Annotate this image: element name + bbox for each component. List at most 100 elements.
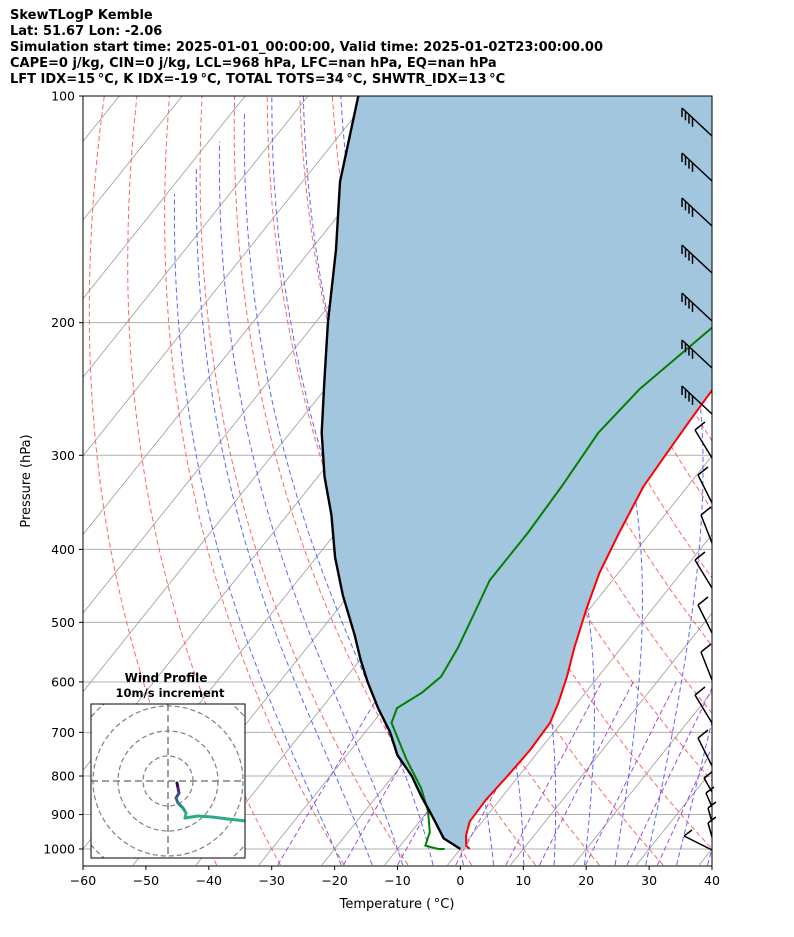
mixing-ratio-line — [626, 687, 712, 866]
indices-label-2: LFT IDX=15 °C, K IDX=-19 °C, TOTAL TOTS=… — [10, 72, 506, 87]
isotherm — [573, 691, 712, 866]
wind-barb — [681, 385, 713, 415]
barb-shaft — [700, 651, 713, 681]
barb-feather — [683, 829, 693, 837]
mixing-ratio-line — [277, 681, 388, 866]
barb-shaft — [681, 385, 713, 415]
y-tick-label: 200 — [51, 315, 75, 330]
isotherm — [83, 96, 246, 300]
moist-adiabat — [218, 141, 404, 866]
y-tick-label: 500 — [51, 615, 75, 630]
x-tick-label: 20 — [578, 873, 594, 888]
x-tick-label: 0 — [456, 873, 464, 888]
barb-feather — [703, 771, 713, 779]
barb-feather — [697, 596, 709, 606]
mixing-ratio-line — [343, 681, 450, 866]
wind-barb — [694, 686, 713, 724]
x-tick-label: −40 — [196, 873, 222, 888]
barb-feather — [705, 786, 715, 794]
time-label: Simulation start time: 2025-01-01_00:00:… — [10, 40, 603, 55]
y-tick-label: 400 — [51, 542, 75, 557]
y-tick-label: 300 — [51, 448, 75, 463]
parcel-profile — [320, 96, 462, 851]
wind-barb — [697, 729, 713, 767]
moist-adiabat — [518, 96, 643, 866]
barb-shaft — [707, 822, 713, 838]
wind-barb — [681, 107, 713, 137]
wind-barb — [683, 829, 713, 851]
barb-shaft — [697, 604, 713, 634]
dry-adiabat — [127, 96, 281, 866]
moist-adiabat — [271, 96, 464, 866]
isotherm — [510, 612, 712, 866]
isotherm — [83, 96, 309, 378]
barb-shaft — [700, 514, 713, 544]
moist-adiabat — [340, 96, 525, 866]
wind-barb — [681, 339, 713, 369]
barb-shaft — [697, 737, 713, 767]
barb-shaft — [681, 197, 713, 227]
barb-shaft — [705, 792, 713, 808]
isotherm — [0, 62, 21, 865]
barb-shaft — [683, 835, 713, 851]
wind-barb — [694, 551, 713, 589]
dry-adiabat — [773, 62, 794, 866]
chart-title: SkewTLogP Kemble — [10, 8, 153, 23]
hodograph — [91, 704, 245, 858]
barb-feather — [697, 466, 709, 476]
y-tick-label: 700 — [51, 725, 75, 740]
isotherm — [0, 62, 84, 865]
barb-shaft — [694, 429, 713, 459]
dry-adiabat — [266, 96, 536, 866]
mixing-ratio-line — [585, 681, 677, 866]
y-tick-label: 1000 — [43, 842, 75, 857]
indices-label-1: CAPE=0 j/kg, CIN=0 j/kg, LCL=968 hPa, LF… — [10, 56, 497, 71]
barb-shaft — [681, 107, 713, 137]
barb-feather — [694, 686, 706, 696]
wind-barb — [700, 643, 713, 681]
wind-barb — [681, 244, 713, 274]
chart-header: SkewTLogP Kemble Lat: 51.67 Lon: -2.06 S… — [10, 8, 603, 88]
mixing-ratio-line — [656, 746, 712, 866]
y-tick-label: 600 — [51, 674, 75, 689]
barb-shaft — [694, 559, 713, 589]
dry-adiabat — [742, 62, 794, 866]
wind-barb — [681, 152, 713, 182]
x-tick-label: −30 — [259, 873, 285, 888]
moist-adiabat — [707, 847, 712, 866]
wind-barb — [705, 786, 715, 808]
isotherm — [83, 96, 372, 457]
barb-feather — [700, 506, 712, 516]
dry-adiabat — [199, 96, 409, 866]
barb-shaft — [681, 339, 713, 369]
hodograph-trace — [196, 814, 214, 819]
isotherm — [698, 848, 712, 866]
hodograph-trace — [210, 815, 230, 821]
moist-adiabat — [173, 194, 342, 866]
barb-feather — [697, 729, 709, 739]
barb-shaft — [694, 694, 713, 724]
isotherm — [762, 62, 794, 865]
x-tick-label: −50 — [133, 873, 159, 888]
hodograph-title: Wind Profile — [125, 671, 208, 685]
x-axis-label: Temperature ( °C) — [339, 897, 455, 912]
mixing-ratio-line — [505, 681, 603, 866]
barb-shaft — [681, 152, 713, 182]
x-tick-label: 40 — [704, 873, 720, 888]
dry-adiabat — [710, 62, 794, 866]
mixing-ratio-line — [539, 681, 634, 866]
barb-feather — [700, 643, 712, 653]
hodograph-frame — [90, 703, 246, 859]
hodograph-trace — [183, 814, 200, 820]
x-tick-label: 10 — [515, 873, 531, 888]
x-tick-label: −10 — [384, 873, 410, 888]
wind-barbs — [681, 107, 717, 851]
dewpoint-profile — [390, 326, 712, 850]
barb-feather — [694, 421, 706, 431]
x-tick-label: −20 — [321, 873, 347, 888]
wind-barb — [681, 292, 713, 322]
isotherm — [447, 533, 712, 866]
barb-shaft — [681, 244, 713, 274]
